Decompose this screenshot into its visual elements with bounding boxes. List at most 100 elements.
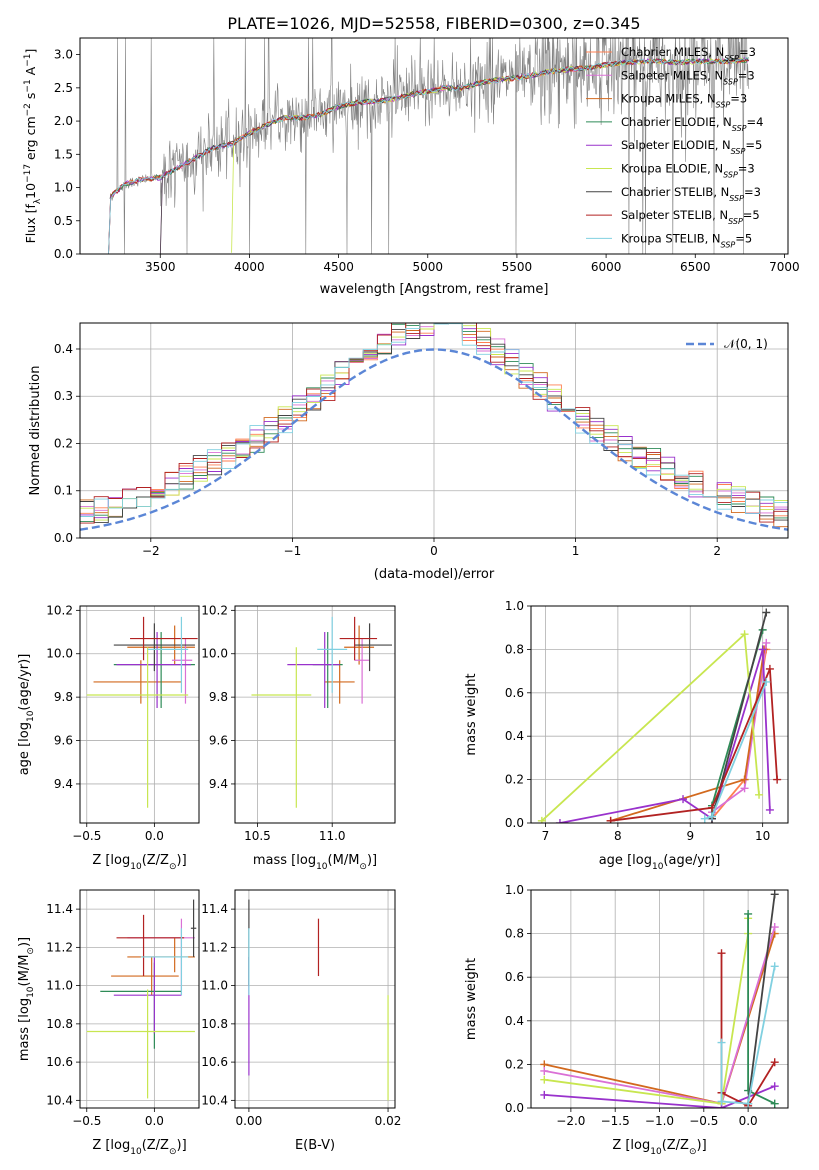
mass_vs_EBV-panel: 0.00 0.02 10.4 10.6 10.8 11.0 11.2 11.4 E(B-V) (201, 889, 402, 1153)
y-tick-label: 10.6 (46, 1055, 73, 1069)
x-axis-label: wavelength [Angstrom, rest frame] (320, 282, 549, 297)
age_vs_mass-panel: 10.5 11.0 9.4 9.6 9.8 10.0 10.2 mass [log10(M/M… (201, 603, 396, 872)
y-tick-label: 10.6 (201, 1055, 228, 1069)
mass_vs_Z-frame (79, 889, 200, 1109)
x-axis-label: (data-model)/error (374, 567, 495, 582)
x-tick-label: 1 (572, 544, 580, 558)
weight-line (747, 894, 776, 1104)
y-tick-label: 9.8 (209, 690, 228, 704)
x-axis-label: E(B-V) (295, 1138, 335, 1153)
normal-curve (80, 348, 788, 531)
legend-entry: Chabrier ELODIE, NSSP=4 (621, 115, 763, 132)
x-tick-label: 0.02 (375, 1114, 402, 1128)
residual-histogram-7 (80, 323, 788, 538)
weight-line (747, 914, 776, 1105)
age_vs_Z-frame (79, 605, 200, 824)
y-axis-label: Flux [fλ10−17 erg cm−2 s−1 A−1] (23, 49, 43, 244)
x-tick-label: 6000 (591, 260, 622, 274)
x-tick-label: 5000 (412, 260, 443, 274)
weight_vs_age-panel: 7 8 9 10 0.0 0.2 0.4 0.6 0.8 1.0 mass weight age [l… (464, 599, 789, 872)
x-tick-label: −2 (142, 544, 160, 558)
y-tick-label: 11.0 (46, 979, 73, 993)
residuals-marks (80, 323, 788, 538)
mass_vs_EBV-frame (234, 889, 396, 1109)
y-tick-label: 10.8 (46, 1017, 73, 1031)
x-tick-label: −0.5 (72, 1114, 101, 1128)
y-tick-label: 0.6 (505, 970, 524, 984)
spectrum-panel: 3500 4000 4500 5000 5500 6000 6500 7000 0.0 0.5 1.… (23, 37, 800, 297)
residual-histogram-8 (80, 323, 788, 538)
y-tick-label: 11.4 (46, 902, 73, 916)
x-tick-label: 9 (686, 829, 694, 843)
x-tick-label: 7000 (769, 260, 800, 274)
x-tick-label: 0 (430, 544, 438, 558)
x-tick-label: 2 (713, 544, 721, 558)
legend-entry: Kroupa MILES, NSSP=3 (621, 92, 747, 110)
x-tick-label: −1.5 (601, 1114, 630, 1128)
y-tick-label: 9.8 (54, 690, 73, 704)
residuals-panel: −2 −1 0 1 2 0.0 0.1 0.2 0.3 0.4 𝒩(0, 1) (data-model… (28, 322, 789, 582)
weight-line (720, 966, 776, 1105)
y-tick-label: 11.2 (46, 940, 73, 954)
y-tick-label: 2.0 (54, 114, 73, 128)
y-tick-label: 0.8 (505, 642, 524, 656)
y-axis-label: mass weight (464, 958, 479, 1040)
y-tick-label: 0.0 (54, 247, 73, 261)
y-tick-label: 0.1 (54, 484, 73, 498)
y-axis-label: mass [log10(M/M⊙)] (17, 937, 36, 1061)
y-tick-label: 3.0 (54, 48, 73, 62)
x-tick-label: 0.0 (145, 829, 164, 843)
legend-entry: Chabrier MILES, NSSP=3 (621, 45, 756, 63)
spectrum-marks (108, 38, 750, 254)
weight_vs_Z-marks (540, 890, 779, 1108)
weight-line (704, 681, 768, 820)
y-tick-label: 0.0 (505, 1101, 524, 1115)
x-tick-label: 4000 (234, 260, 265, 274)
x-axis-label: Z [log10(Z/Z⊙)] (92, 1138, 186, 1157)
x-tick-label: 11.0 (319, 829, 346, 843)
y-tick-label: 10.2 (201, 603, 228, 617)
y-tick-label: 1.0 (505, 883, 524, 897)
weight-marker (770, 1082, 779, 1091)
x-tick-label: 10 (755, 829, 770, 843)
y-tick-label: 0.2 (505, 1057, 524, 1071)
weight-line (610, 649, 765, 822)
x-tick-label: 5500 (502, 260, 533, 274)
legend-entry: 𝒩(0, 1) (724, 337, 768, 351)
y-tick-label: 0.4 (505, 1014, 524, 1028)
weight_vs_Z-panel: −2.0 −1.5 −1.0 −0.5 0.0 0.0 0.2 0.4 0.6 0.8 1.0 mas… (464, 883, 789, 1157)
y-tick-label: 10.4 (201, 1093, 228, 1107)
x-tick-label: 4500 (323, 260, 354, 274)
figure-title: PLATE=1026, MJD=52558, FIBERID=0300, z=0… (227, 14, 640, 33)
age_vs_mass-frame (234, 605, 396, 824)
weight-marker (762, 677, 771, 686)
y-tick-label: 0.8 (505, 927, 524, 941)
weight-line (720, 953, 776, 1107)
x-tick-label: 7 (542, 829, 550, 843)
weight-line (541, 632, 760, 822)
model-spectrum-5 (231, 57, 748, 253)
x-tick-label: −1 (284, 544, 302, 558)
model-spectrum-8 (108, 57, 749, 254)
residuals-frame (79, 322, 789, 539)
y-tick-label: 0.4 (505, 729, 524, 743)
mass_vs_EBV-marks (248, 899, 389, 1101)
y-tick-label: 1.0 (54, 181, 73, 195)
weight-marker (555, 819, 564, 823)
y-tick-label: 11.0 (201, 979, 228, 993)
legend-entry: Salpeter MILES, NSSP=3 (621, 68, 755, 86)
weight-line (610, 668, 778, 822)
legend-entry: Salpeter ELODIE, NSSP=5 (621, 138, 762, 156)
mass_vs_Z-panel: −0.5 0.0 10.4 10.6 10.8 11.0 11.2 11.4 Z [log10(… (17, 889, 200, 1157)
y-axis-label: Normed distribution (28, 366, 43, 496)
x-axis-label: age [log10(age/yr)] (599, 853, 721, 872)
y-tick-label: 1.0 (505, 599, 524, 613)
x-tick-label: 0.0 (145, 1114, 164, 1128)
y-tick-label: 9.4 (54, 777, 73, 791)
legend-entry: Chabrier STELIB, NSSP=3 (621, 185, 761, 203)
y-tick-label: 9.6 (209, 734, 228, 748)
y-tick-label: 9.4 (209, 777, 228, 791)
y-tick-label: 11.4 (201, 902, 228, 916)
weight-line (711, 642, 768, 813)
